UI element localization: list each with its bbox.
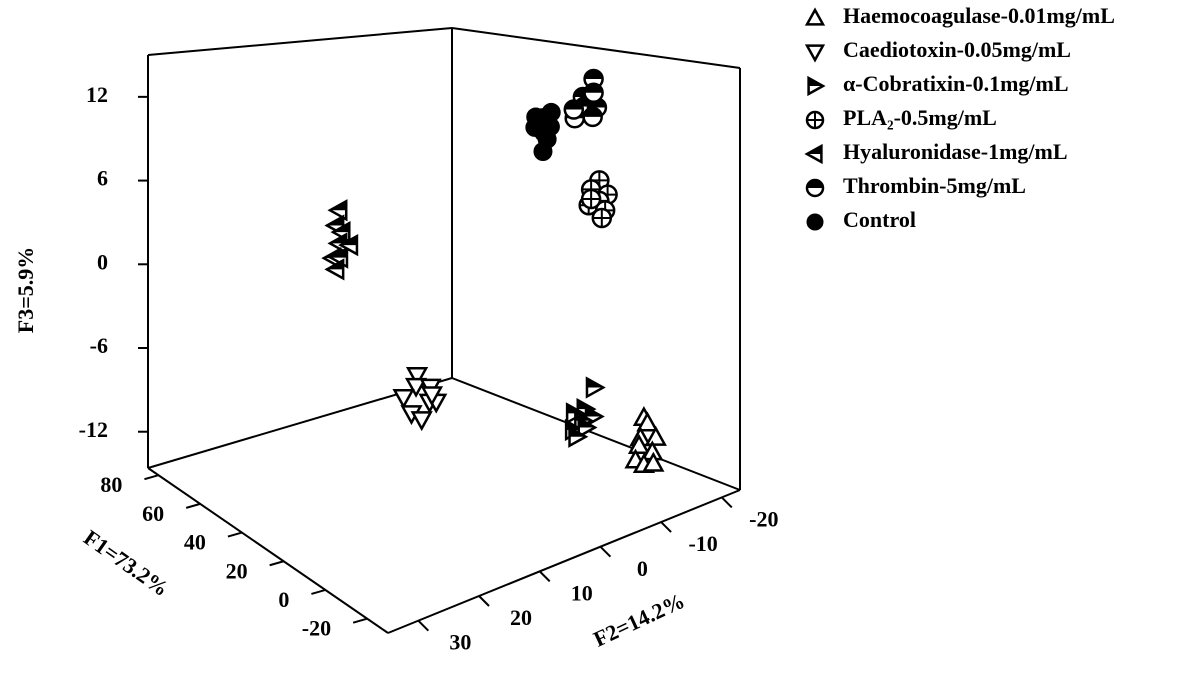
y-tick [660,521,672,533]
marker-shape [644,425,667,446]
point [392,388,415,409]
marker-shape [405,367,429,388]
marker-shape [807,180,823,188]
legend-label: α-Cobratixin-0.1mg/mL [843,71,1069,96]
marker-shape [404,377,428,398]
z-tick-label: 6 [97,166,108,191]
y-tick [478,595,490,607]
marker-shape [804,7,826,26]
marker-shape [592,208,611,227]
marker-shape [806,213,824,231]
marker-shape [807,112,823,128]
axis-edge [147,467,389,634]
axis-edge [451,27,741,69]
point [533,141,553,161]
z-tick-label: -12 [79,417,108,442]
y-tick-label: 10 [571,580,593,605]
z-tick-label: -6 [90,333,108,358]
y-axis-label: F2=14.2% [590,588,689,652]
y-tick-label: -10 [688,531,717,556]
x-tick-label: 60 [142,501,164,526]
z-tick-label: 12 [86,82,108,107]
point [404,377,428,398]
point [583,82,604,103]
legend-label: Control [843,207,916,232]
point [591,207,613,229]
marker-shape [533,141,553,161]
y-tick-label: 30 [449,630,471,655]
point [582,106,603,128]
x-tick [352,617,368,624]
x-axis-label: F1=73.2% [79,525,173,601]
point [338,233,359,257]
y-tick [539,570,551,583]
point [636,411,659,432]
x-tick-label: 80 [100,472,122,497]
x-tick-label: 40 [184,530,206,555]
point [327,199,348,222]
axis-edge [147,27,453,56]
marker-shape [564,100,583,110]
legend-label: PLA₂-0.5mg/mL [843,105,997,130]
axis-edge [387,489,741,634]
point [410,411,433,432]
marker-shape [584,70,603,80]
point [405,367,429,388]
x-tick [311,588,326,595]
y-tick-label: -20 [749,506,778,531]
y-tick [417,619,430,632]
y-tick [721,496,733,509]
legend-label: Caediotoxin-0.05mg/mL [843,37,1071,62]
z-axis-label: F3=5.9% [13,247,38,333]
legend-marker [806,213,824,231]
y-tick-label: 0 [637,556,648,581]
x-tick [185,502,201,509]
legend-label: Hyaluronidase-1mg/mL [843,139,1068,164]
point [642,451,665,472]
y-tick-label: 20 [510,605,532,630]
point [529,116,549,136]
x-tick-label: 0 [278,587,289,612]
x-tick [144,474,159,481]
legend-marker [805,178,825,198]
marker-shape [541,102,561,122]
x-tick-label: -20 [302,616,331,641]
marker-shape [642,451,665,472]
marker-shape [583,107,602,117]
point [627,433,651,454]
legend-label: Thrombin-5mg/mL [843,173,1026,198]
legend-marker [804,44,826,63]
point [568,425,589,448]
point [324,258,345,281]
marker-shape [582,189,601,208]
marker-shape [636,411,659,432]
legend-marker [805,110,825,130]
point [644,425,667,446]
marker-shape [627,433,651,454]
marker-shape [804,44,826,63]
x-tick [269,560,284,567]
point [420,386,444,407]
marker-shape [410,411,433,432]
point [580,188,602,210]
marker-shape [392,388,415,409]
axis-edge [451,377,741,491]
point [541,102,561,122]
legend-marker [804,143,823,165]
marker-shape [584,83,603,93]
legend-marker [807,75,826,97]
x-tick-label: 20 [226,558,248,583]
y-tick [599,545,612,558]
legend-marker [804,7,826,26]
marker-shape [420,386,444,407]
z-tick-label: 0 [97,249,108,274]
point [563,99,585,120]
x-tick [227,531,243,538]
legend-label: Haemocoagulase-0.01mg/mL [843,3,1115,28]
marker-shape [529,116,549,136]
point [577,416,598,439]
point [585,376,606,399]
